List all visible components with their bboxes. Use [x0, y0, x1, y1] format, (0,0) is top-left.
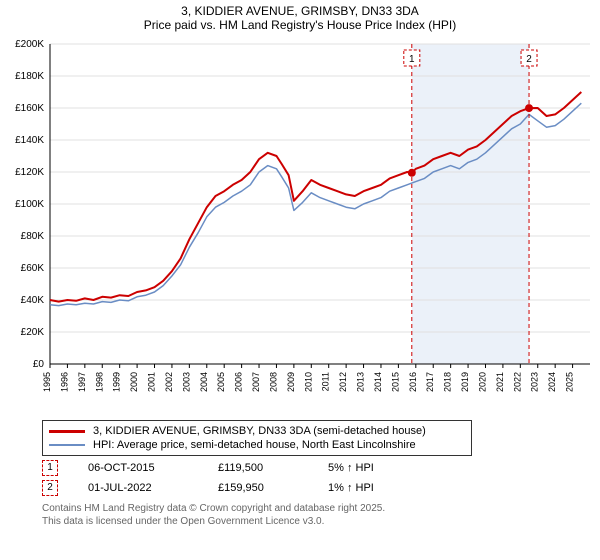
svg-text:2008: 2008 [268, 372, 278, 392]
svg-text:£160K: £160K [15, 103, 44, 114]
svg-text:2006: 2006 [234, 372, 244, 392]
svg-text:2014: 2014 [373, 372, 383, 392]
svg-text:2004: 2004 [199, 372, 209, 392]
svg-text:1996: 1996 [59, 372, 69, 392]
svg-text:2011: 2011 [321, 372, 331, 391]
legend-label: 3, KIDDIER AVENUE, GRIMSBY, DN33 3DA (se… [93, 425, 426, 437]
svg-text:2017: 2017 [425, 372, 435, 392]
legend-row: HPI: Average price, semi-detached house,… [49, 438, 465, 452]
svg-text:1998: 1998 [94, 372, 104, 392]
svg-text:2000: 2000 [129, 372, 139, 392]
svg-text:2002: 2002 [164, 372, 174, 392]
svg-text:2010: 2010 [303, 372, 313, 392]
svg-text:2025: 2025 [565, 372, 575, 392]
footer-line1: Contains HM Land Registry data © Crown c… [42, 502, 590, 515]
legend-label: HPI: Average price, semi-detached house,… [93, 439, 416, 451]
svg-text:£80K: £80K [21, 231, 45, 242]
marker-price: £119,500 [218, 462, 298, 474]
legend: 3, KIDDIER AVENUE, GRIMSBY, DN33 3DA (se… [42, 420, 472, 456]
marker-row: 2 01-JUL-2022 £159,950 1% ↑ HPI [42, 480, 590, 496]
marker-hpi: 5% ↑ HPI [328, 462, 374, 474]
marker-id-box: 2 [42, 480, 58, 496]
svg-text:2022: 2022 [512, 372, 522, 392]
legend-swatch [49, 430, 85, 433]
svg-text:£60K: £60K [21, 263, 45, 274]
svg-text:2009: 2009 [286, 372, 296, 392]
svg-text:2020: 2020 [477, 372, 487, 392]
svg-text:1999: 1999 [112, 372, 122, 392]
svg-text:2021: 2021 [495, 372, 505, 392]
svg-text:1997: 1997 [77, 372, 87, 392]
svg-text:2001: 2001 [147, 372, 157, 392]
svg-text:2013: 2013 [356, 372, 366, 392]
marker-hpi: 1% ↑ HPI [328, 482, 374, 494]
svg-text:2012: 2012 [338, 372, 348, 392]
svg-text:£40K: £40K [21, 295, 45, 306]
svg-text:2023: 2023 [530, 372, 540, 392]
svg-text:£120K: £120K [15, 167, 44, 178]
svg-text:2005: 2005 [216, 372, 226, 392]
svg-text:2007: 2007 [251, 372, 261, 392]
svg-text:£0: £0 [33, 359, 45, 370]
svg-text:2024: 2024 [547, 372, 557, 392]
marker-date: 06-OCT-2015 [88, 462, 188, 474]
svg-text:2015: 2015 [390, 372, 400, 392]
chart-container: £0 £20K £40K £60K £80K £100K £120K £140K £160K £1… [0, 34, 600, 414]
svg-text:1: 1 [409, 54, 415, 65]
svg-text:£200K: £200K [15, 39, 44, 50]
marker-price: £159,950 [218, 482, 298, 494]
svg-text:2018: 2018 [443, 372, 453, 392]
svg-text:2016: 2016 [408, 372, 418, 392]
marker-id-box: 1 [42, 460, 58, 476]
footer-line2: This data is licensed under the Open Gov… [42, 515, 590, 528]
line-chart: £0 £20K £40K £60K £80K £100K £120K £140K £160K £1… [0, 34, 600, 414]
marker-date: 01-JUL-2022 [88, 482, 188, 494]
footer-attribution: Contains HM Land Registry data © Crown c… [42, 502, 590, 528]
title-block: 3, KIDDIER AVENUE, GRIMSBY, DN33 3DA Pri… [0, 0, 600, 34]
svg-text:£140K: £140K [15, 135, 44, 146]
svg-text:1995: 1995 [42, 372, 52, 392]
marker-table: 1 06-OCT-2015 £119,500 5% ↑ HPI 2 01-JUL-2022… [0, 460, 600, 496]
legend-row: 3, KIDDIER AVENUE, GRIMSBY, DN33 3DA (se… [49, 424, 465, 438]
svg-text:2: 2 [526, 54, 532, 65]
svg-text:£180K: £180K [15, 71, 44, 82]
svg-text:2019: 2019 [460, 372, 470, 392]
marker-row: 1 06-OCT-2015 £119,500 5% ↑ HPI [42, 460, 590, 476]
title-address: 3, KIDDIER AVENUE, GRIMSBY, DN33 3DA [10, 4, 590, 18]
title-subtitle: Price paid vs. HM Land Registry's House … [10, 18, 590, 32]
svg-text:£100K: £100K [15, 199, 44, 210]
svg-text:£20K: £20K [21, 327, 45, 338]
svg-text:2003: 2003 [181, 372, 191, 392]
legend-swatch [49, 444, 85, 446]
